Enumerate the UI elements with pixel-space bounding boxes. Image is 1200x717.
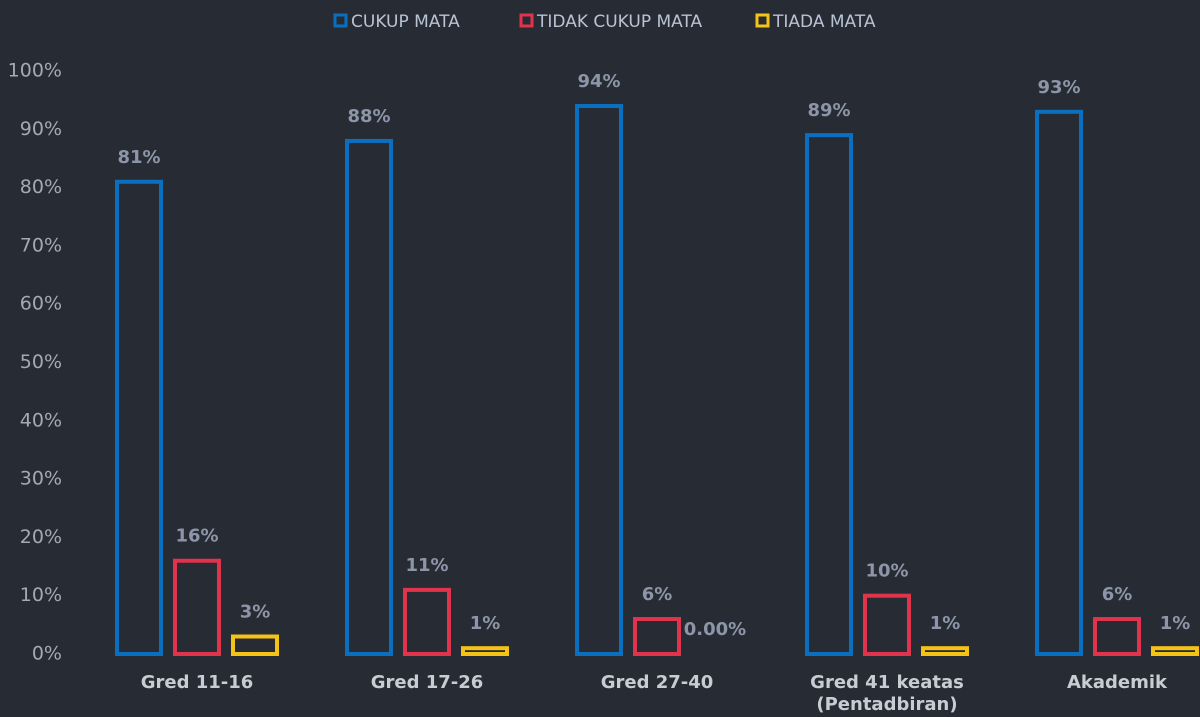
legend-label: TIDAK CUKUP MATA xyxy=(536,12,703,32)
y-tick-label: 40% xyxy=(20,409,62,431)
y-tick-label: 30% xyxy=(20,468,62,490)
chart: 0% 10% 20% 30% 40% 50% 60% 70% 80% 90% 100% CUKUP M… xyxy=(0,0,1200,717)
data-label: 1% xyxy=(930,613,961,634)
x-tick-label: Gred 27-40 xyxy=(562,672,752,694)
bar xyxy=(577,106,621,654)
bar xyxy=(923,648,967,654)
data-label: 1% xyxy=(1160,613,1191,634)
data-label: 16% xyxy=(175,526,218,547)
data-label: 94% xyxy=(577,71,620,92)
bar xyxy=(865,596,909,654)
data-label: 10% xyxy=(865,561,908,582)
data-label: 81% xyxy=(117,147,160,168)
y-tick-label: 50% xyxy=(20,351,62,373)
data-label: 3% xyxy=(240,602,271,623)
legend-swatch xyxy=(335,15,346,26)
y-tick-label: 90% xyxy=(20,118,62,140)
x-tick-label: Gred 17-26 xyxy=(332,672,522,694)
bar xyxy=(347,141,391,654)
x-tick-label: Gred 11-16 xyxy=(102,672,292,694)
legend-swatch xyxy=(521,15,532,26)
y-tick-label: 0% xyxy=(32,643,62,665)
bar xyxy=(175,561,219,654)
bar xyxy=(635,619,679,654)
bar xyxy=(807,135,851,654)
y-tick-label: 70% xyxy=(20,234,62,256)
bar xyxy=(463,648,507,654)
data-label: 6% xyxy=(642,584,673,605)
data-label: 0.00% xyxy=(684,619,746,640)
legend-label: CUKUP MATA xyxy=(351,12,460,32)
bar xyxy=(405,590,449,654)
x-tick-label: Akademik xyxy=(1022,672,1200,694)
bar xyxy=(1095,619,1139,654)
y-tick-label: 100% xyxy=(8,60,62,82)
data-label: 1% xyxy=(470,613,501,634)
legend-label: TIADA MATA xyxy=(772,12,876,32)
data-label: 93% xyxy=(1037,77,1080,98)
data-label: 89% xyxy=(807,100,850,121)
data-label: 6% xyxy=(1102,584,1133,605)
y-tick-label: 10% xyxy=(20,584,62,606)
bar xyxy=(1037,112,1081,654)
data-label: 88% xyxy=(347,106,390,127)
y-tick-label: 60% xyxy=(20,293,62,315)
bar xyxy=(117,182,161,654)
data-label: 11% xyxy=(405,555,448,576)
y-tick-label: 20% xyxy=(20,526,62,548)
bar xyxy=(1153,648,1197,654)
y-tick-label: 80% xyxy=(20,176,62,198)
page: 0% 10% 20% 30% 40% 50% 60% 70% 80% 90% 100% CUKUP M… xyxy=(0,0,1200,717)
legend-swatch xyxy=(757,15,768,26)
bar xyxy=(233,637,277,654)
x-tick-label: Gred 41 keatas (Pentadbiran) xyxy=(792,672,982,716)
